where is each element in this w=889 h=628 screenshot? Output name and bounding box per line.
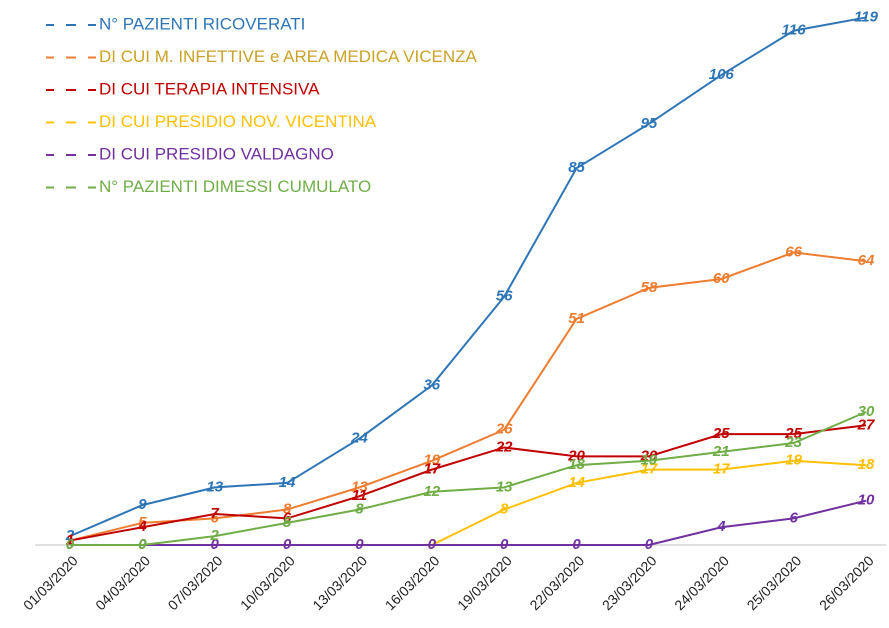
data-label: 5 — [283, 514, 292, 531]
data-label: 106 — [709, 66, 735, 83]
data-label: 116 — [782, 22, 807, 39]
series-line — [69, 16, 867, 538]
data-label: 60 — [713, 270, 730, 287]
data-label: 56 — [496, 288, 513, 305]
x-tick-label: 24/03/2020 — [671, 552, 732, 613]
data-label: 8 — [500, 501, 509, 518]
data-label: 8 — [283, 501, 292, 518]
data-label: 17 — [641, 461, 658, 478]
x-tick-label: 13/03/2020 — [309, 552, 370, 613]
legend-label: N° PAZIENTI DIMESSI CUMULATO — [99, 177, 371, 196]
data-label: 19 — [785, 452, 802, 469]
data-label: 8 — [355, 501, 364, 518]
data-label: 22 — [495, 438, 513, 455]
data-label: 19 — [423, 452, 440, 469]
data-label: 2 — [65, 527, 75, 544]
x-tick-label: 01/03/2020 — [20, 552, 81, 613]
data-label: 25 — [712, 425, 730, 442]
data-label: 119 — [854, 8, 879, 25]
legend-label: DI CUI M. INFETTIVE e AREA MEDICA VICENZ… — [99, 47, 478, 66]
data-label: 11 — [352, 487, 368, 504]
x-tick-label: 25/03/2020 — [744, 552, 805, 613]
data-label: 21 — [712, 443, 730, 460]
data-label: 64 — [858, 252, 875, 269]
data-label: 58 — [641, 279, 658, 296]
data-label: 0 — [355, 536, 364, 553]
data-label: 12 — [423, 483, 440, 500]
data-label: 0 — [283, 536, 292, 553]
data-label: 14 — [568, 474, 585, 491]
data-label: 0 — [66, 536, 75, 553]
data-label: 17 — [423, 461, 440, 478]
data-label: 0 — [138, 536, 147, 553]
x-tick-label: 10/03/2020 — [237, 552, 298, 613]
data-label: 17 — [713, 461, 730, 478]
data-label: 6 — [211, 509, 220, 526]
data-label: 7 — [211, 505, 220, 522]
data-label: 66 — [785, 243, 802, 260]
data-label: 0 — [645, 536, 654, 553]
x-tick-label: 07/03/2020 — [165, 552, 226, 613]
legend-label: DI CUI TERAPIA INTENSIVA — [99, 79, 320, 98]
data-label: 5 — [138, 514, 147, 531]
data-label: 0 — [572, 536, 581, 553]
data-label: 18 — [858, 456, 875, 473]
data-label: 6 — [283, 509, 292, 526]
legend-label: N° PAZIENTI RICOVERATI — [99, 14, 305, 33]
series-line — [431, 459, 867, 546]
data-label: 0 — [211, 536, 220, 553]
data-label: 30 — [858, 403, 875, 420]
data-label: 13 — [496, 478, 513, 495]
data-label: 18 — [568, 456, 585, 473]
x-tick-label: 19/03/2020 — [454, 552, 515, 613]
data-label: 14 — [279, 474, 296, 491]
data-label: 25 — [784, 425, 802, 442]
legend-label: DI CUI PRESIDIO NOV. VICENTINA — [99, 112, 377, 131]
data-label: 10 — [858, 492, 875, 509]
x-tick-label: 23/03/2020 — [599, 552, 660, 613]
data-label: 26 — [495, 421, 513, 438]
data-label: 85 — [568, 159, 585, 176]
data-label: 0 — [428, 536, 437, 553]
data-label: 19 — [641, 452, 658, 469]
data-label: 13 — [206, 478, 223, 495]
data-label: 20 — [567, 447, 585, 464]
data-label: 2 — [210, 527, 220, 544]
data-label: 13 — [351, 478, 368, 495]
data-label: 9 — [138, 496, 147, 513]
data-label: 24 — [350, 430, 368, 447]
series-line — [70, 411, 867, 546]
x-tick-label: 16/03/2020 — [382, 552, 443, 613]
data-label: 1 — [66, 532, 74, 549]
data-label: 4 — [716, 518, 726, 535]
x-tick-label: 26/03/2020 — [816, 552, 877, 613]
data-label: 0 — [500, 536, 509, 553]
x-tick-label: 04/03/2020 — [92, 552, 153, 613]
data-label: 4 — [137, 518, 147, 535]
series-line — [69, 251, 867, 542]
data-label: 23 — [784, 434, 802, 451]
series-line — [69, 424, 867, 542]
data-label: 36 — [423, 376, 440, 393]
data-label: 95 — [641, 115, 658, 132]
data-label: 27 — [857, 416, 875, 433]
series-line — [70, 499, 867, 546]
data-label: 6 — [789, 509, 798, 526]
data-label: 51 — [568, 310, 585, 327]
legend-label: DI CUI PRESIDIO VALDAGNO — [99, 144, 334, 163]
x-tick-label: 22/03/2020 — [526, 552, 587, 613]
